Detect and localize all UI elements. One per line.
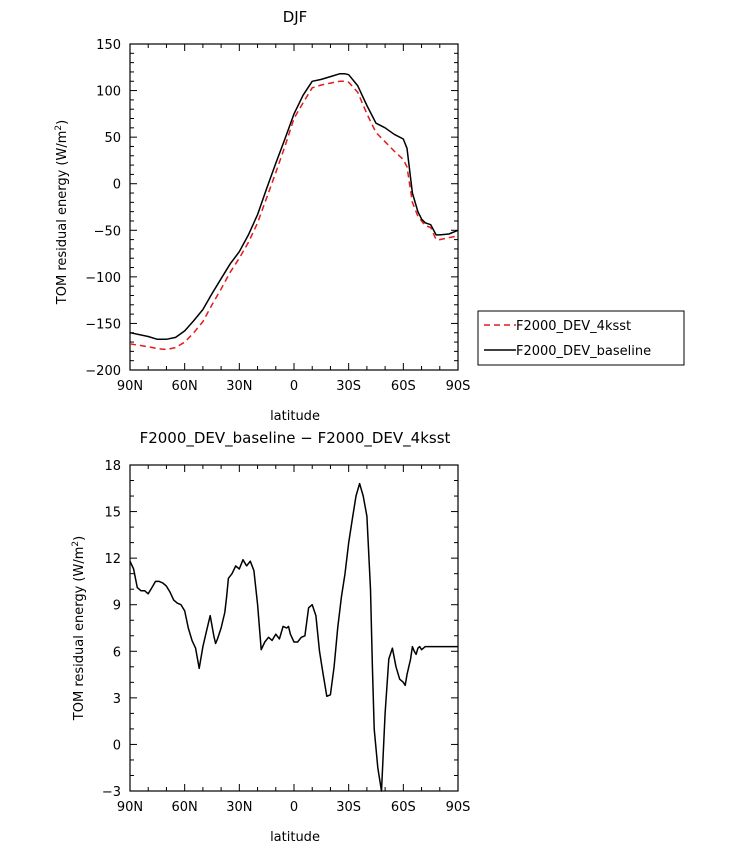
y-tick-label: −200 bbox=[85, 364, 121, 379]
y-tick-label: −50 bbox=[94, 224, 121, 239]
x-tick-label: 60S bbox=[391, 379, 416, 394]
y-tick-label: 9 bbox=[113, 599, 121, 614]
x-tick-label: 90N bbox=[117, 800, 143, 815]
chart-djf: DJF 90N 60N 30N 0 30S 60S 90S −200 −150 −100 −50 0 5… bbox=[54, 8, 470, 424]
y-tick-label: −150 bbox=[85, 317, 121, 332]
y-axis-label-tail: ) bbox=[72, 536, 87, 541]
y-tick-label: 15 bbox=[104, 506, 121, 521]
x-tick-label: 0 bbox=[290, 800, 298, 815]
legend-label-baseline: F2000_DEV_baseline bbox=[516, 344, 651, 359]
x-tick-label: 60N bbox=[172, 379, 198, 394]
x-tick-label: 90S bbox=[446, 800, 471, 815]
y-axis-label-main: TOM residual energy (W/m bbox=[55, 131, 70, 306]
legend-label-4ksst: F2000_DEV_4ksst bbox=[516, 319, 631, 334]
y-tick-label: 18 bbox=[104, 459, 121, 474]
y-tick-label: 150 bbox=[96, 38, 121, 53]
y-tick-label: −3 bbox=[102, 785, 121, 800]
chart-title: F2000_DEV_baseline − F2000_DEV_4ksst bbox=[140, 429, 451, 448]
y-tick-label: 0 bbox=[113, 738, 121, 753]
y-axis-label-sup: 2 bbox=[71, 541, 81, 547]
x-tick-label: 60N bbox=[172, 800, 198, 815]
tick-group: 90N 60N 30N 0 30S 60S 90S −200 −150 −100 −50 0 50 100… bbox=[85, 38, 470, 394]
series-line-baseline bbox=[129, 73, 459, 341]
x-tick-label: 30S bbox=[336, 800, 361, 815]
legend: F2000_DEV_4ksst F2000_DEV_baseline bbox=[477, 310, 685, 366]
chart-title: DJF bbox=[283, 8, 308, 26]
x-tick-label: 60S bbox=[391, 800, 416, 815]
y-tick-label: 12 bbox=[104, 552, 121, 567]
x-tick-label: 0 bbox=[290, 379, 298, 394]
x-tick-label: 90S bbox=[446, 379, 471, 394]
series-group bbox=[129, 482, 458, 792]
y-axis-label-sup: 2 bbox=[54, 125, 64, 131]
x-axis-label: latitude bbox=[270, 409, 320, 424]
tick-group: 90N 60N 30N 0 30S 60S 90S −3 0 3 6 9 12 15 18 bbox=[102, 459, 471, 815]
y-tick-label: 6 bbox=[113, 645, 121, 660]
x-axis-label: latitude bbox=[270, 830, 320, 845]
plot-frame bbox=[129, 464, 459, 792]
y-axis-label: TOM residual energy (W/m2) bbox=[71, 536, 87, 721]
y-axis-label: TOM residual energy (W/m2) bbox=[54, 120, 70, 305]
series-group bbox=[129, 73, 459, 351]
y-axis-label-main: TOM residual energy (W/m bbox=[72, 547, 87, 722]
series-line-difference bbox=[129, 482, 458, 792]
x-tick-label: 30N bbox=[226, 379, 252, 394]
x-tick-label: 30S bbox=[336, 379, 361, 394]
x-tick-label: 90N bbox=[117, 379, 143, 394]
y-tick-label: 3 bbox=[113, 692, 121, 707]
legend-frame bbox=[477, 310, 685, 366]
plot-frame bbox=[129, 43, 459, 371]
x-tick-label: 30N bbox=[226, 800, 252, 815]
y-tick-label: 0 bbox=[113, 178, 121, 193]
y-axis-label-tail: ) bbox=[55, 120, 70, 125]
y-tick-label: 100 bbox=[96, 85, 121, 100]
y-tick-label: −100 bbox=[85, 271, 121, 286]
y-tick-label: 50 bbox=[104, 131, 121, 146]
chart-difference: F2000_DEV_baseline − F2000_DEV_4ksst 90N… bbox=[71, 429, 470, 845]
series-line-4ksst bbox=[129, 80, 459, 351]
